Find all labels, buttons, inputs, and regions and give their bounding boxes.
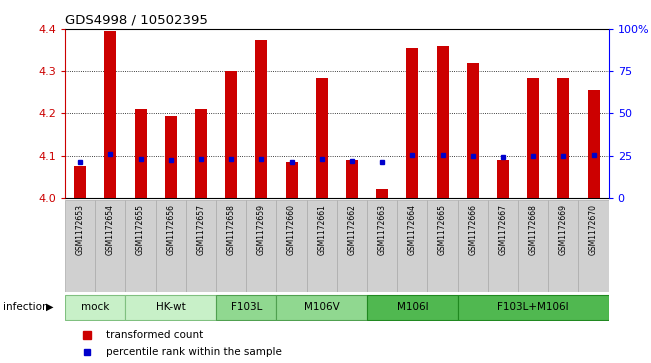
Bar [65,200,95,292]
Bar [367,295,458,320]
Bar [126,200,156,292]
Text: GSM1172657: GSM1172657 [197,204,206,255]
Text: infection: infection [3,302,49,312]
Text: GSM1172669: GSM1172669 [559,204,568,255]
Text: F103L: F103L [230,302,262,312]
Text: GSM1172660: GSM1172660 [287,204,296,255]
Bar [65,295,126,320]
Bar [376,189,388,198]
Bar [428,200,458,292]
Bar [497,160,509,198]
Bar [225,71,237,198]
Text: M106V: M106V [304,302,340,312]
Bar [437,46,449,198]
Text: HK-wt: HK-wt [156,302,186,312]
Text: GSM1172662: GSM1172662 [348,204,357,255]
Text: transformed count: transformed count [106,330,203,339]
Bar [246,200,277,292]
Text: GSM1172665: GSM1172665 [438,204,447,255]
Text: F103L+M106I: F103L+M106I [497,302,569,312]
Bar [277,200,307,292]
Text: GDS4998 / 10502395: GDS4998 / 10502395 [65,13,208,26]
Text: GSM1172663: GSM1172663 [378,204,387,255]
Bar [186,200,216,292]
Bar [588,90,600,198]
Text: GSM1172664: GSM1172664 [408,204,417,255]
Bar [548,200,579,292]
Text: GSM1172655: GSM1172655 [136,204,145,255]
Text: GSM1172667: GSM1172667 [499,204,508,255]
Text: GSM1172668: GSM1172668 [529,204,538,255]
Bar [216,295,277,320]
Bar [195,109,207,198]
Bar [165,115,177,198]
Bar [277,295,367,320]
Text: mock: mock [81,302,109,312]
Text: GSM1172653: GSM1172653 [76,204,85,255]
Bar [135,109,146,198]
Text: percentile rank within the sample: percentile rank within the sample [106,347,282,357]
Bar [126,295,216,320]
Bar [74,166,86,198]
Bar [255,40,268,198]
Text: M106I: M106I [396,302,428,312]
Text: GSM1172658: GSM1172658 [227,204,236,255]
Bar [488,200,518,292]
Bar [316,78,328,198]
Text: GSM1172666: GSM1172666 [468,204,477,255]
Bar [367,200,397,292]
Bar [104,31,117,198]
Text: GSM1172656: GSM1172656 [166,204,175,255]
Bar [95,200,126,292]
Text: GSM1172670: GSM1172670 [589,204,598,255]
Bar [216,200,246,292]
Bar [286,162,298,198]
Bar [557,78,570,198]
Text: GSM1172654: GSM1172654 [106,204,115,255]
Text: ▶: ▶ [46,302,53,312]
Bar [406,48,419,198]
Bar [346,160,358,198]
Bar [467,63,479,198]
Bar [458,295,609,320]
Bar [518,200,548,292]
Bar [458,200,488,292]
Bar [397,200,428,292]
Bar [307,200,337,292]
Text: GSM1172661: GSM1172661 [317,204,326,255]
Bar [337,200,367,292]
Text: GSM1172659: GSM1172659 [257,204,266,255]
Bar [156,200,186,292]
Bar [579,200,609,292]
Bar [527,78,539,198]
